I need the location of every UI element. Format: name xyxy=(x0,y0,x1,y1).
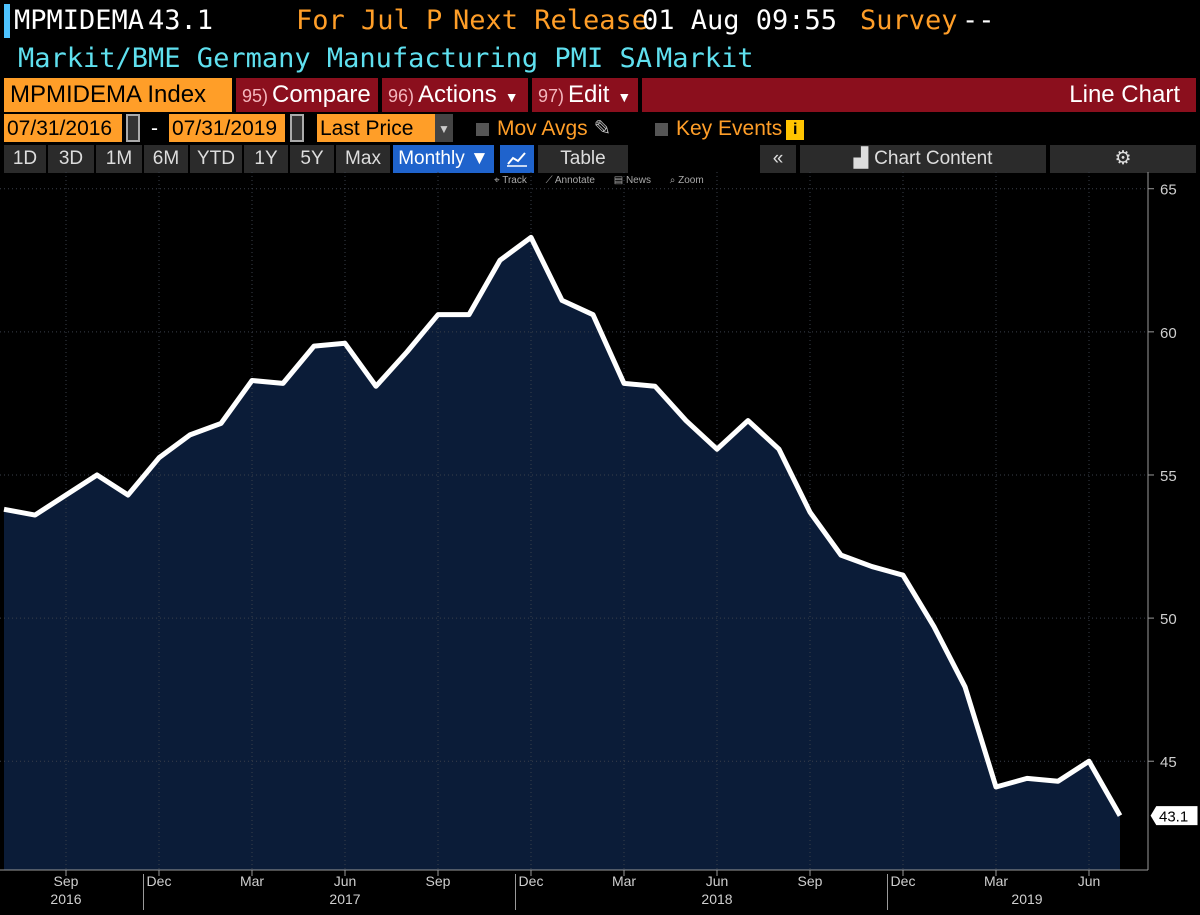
main-toolbar: MPMIDEMA Index 95) Compare 96) Actions ▼ 97… xyxy=(0,78,1200,112)
year-label: 2017 xyxy=(329,891,360,907)
y-tick-label: 45 xyxy=(1160,754,1177,771)
range-1y[interactable]: 1Y xyxy=(244,145,288,173)
chart-icon: ▟ xyxy=(853,148,869,169)
for-period: For Jul P xyxy=(296,5,443,36)
field-select[interactable]: Last Price xyxy=(317,114,435,142)
edit-button[interactable]: 97) Edit ▼ xyxy=(532,78,638,112)
calendar-icon[interactable] xyxy=(290,114,304,142)
key-events-toggle[interactable]: Key Events i xyxy=(655,114,805,142)
compare-label: Compare xyxy=(272,81,371,108)
chevron-down-icon: ▼ xyxy=(617,89,632,105)
range-max[interactable]: Max xyxy=(336,145,390,173)
chart-content-label: Chart Content xyxy=(874,148,993,169)
x-tick-label: Dec xyxy=(519,873,544,889)
next-release-label: Next Release xyxy=(453,5,649,36)
range-5y[interactable]: 5Y xyxy=(290,145,334,173)
edit-label: Edit xyxy=(568,81,610,108)
year-label: 2018 xyxy=(701,891,732,907)
x-tick-label: Jun xyxy=(706,873,729,889)
news-hint[interactable]: ▤ News xyxy=(613,175,651,186)
security-field[interactable]: MPMIDEMA Index xyxy=(4,78,232,112)
x-tick-label: Sep xyxy=(54,873,79,889)
security-header: MPMIDEMA 43.1 For Jul P Next Release 01 … xyxy=(0,0,1200,42)
y-tick-label: 50 xyxy=(1160,611,1177,628)
y-tick-label: 60 xyxy=(1160,325,1177,342)
survey-value: -- xyxy=(962,5,995,36)
annotate-hint[interactable]: ⟋ Annotate xyxy=(545,175,595,186)
x-tick-label: Dec xyxy=(891,873,916,889)
calendar-icon[interactable] xyxy=(126,114,140,142)
x-tick-label: Mar xyxy=(984,873,1008,889)
compare-number: 95) xyxy=(242,86,269,106)
checkbox-icon[interactable] xyxy=(476,123,489,136)
date-range-toolbar: 07/31/2016 - 07/31/2019 Last Price ▼ Mov… xyxy=(0,114,1200,144)
end-date-field[interactable]: 07/31/2019 xyxy=(169,114,285,142)
x-tick-label: Dec xyxy=(147,873,172,889)
year-label: 2016 xyxy=(50,891,81,907)
last-value-badge xyxy=(1149,805,1199,827)
key-events-label: Key Events xyxy=(676,117,783,140)
area-fill xyxy=(4,237,1120,870)
x-tick-label: Sep xyxy=(426,873,451,889)
start-date-field[interactable]: 07/31/2016 xyxy=(4,114,122,142)
zoom-hint[interactable]: ⌕ Zoom xyxy=(669,175,704,186)
data-source: Markit xyxy=(656,43,754,74)
last-value: 43.1 xyxy=(148,5,214,36)
header-accent-bar xyxy=(4,4,10,38)
pencil-icon[interactable]: ✎ xyxy=(593,117,612,140)
chart-content-button[interactable]: ▟ Chart Content xyxy=(800,145,1046,173)
frequency-select[interactable]: Monthly ▼ xyxy=(393,145,494,173)
range-1d[interactable]: 1D xyxy=(4,145,46,173)
line-chart-icon[interactable] xyxy=(500,145,534,173)
compare-button[interactable]: 95) Compare xyxy=(236,78,378,112)
x-tick-label: Sep xyxy=(798,873,823,889)
series-line xyxy=(3,234,1123,817)
actions-label: Actions xyxy=(418,81,497,108)
range-6m[interactable]: 6M xyxy=(144,145,188,173)
survey-label: Survey xyxy=(860,5,958,36)
security-description: Markit/BME Germany Manufacturing PMI SA xyxy=(18,43,652,74)
x-tick-label: Mar xyxy=(612,873,636,889)
year-label: 2019 xyxy=(1011,891,1042,907)
collapse-icon[interactable]: « xyxy=(760,145,796,173)
checkbox-icon[interactable] xyxy=(655,123,668,136)
chart-type-button[interactable]: Line Chart xyxy=(642,78,1196,112)
y-tick-label: 55 xyxy=(1160,468,1177,485)
x-tick-label: Jun xyxy=(334,873,357,889)
mov-avgs-toggle[interactable]: Mov Avgs ✎ xyxy=(476,114,611,142)
x-tick-label: Jun xyxy=(1078,873,1101,889)
actions-button[interactable]: 96) Actions ▼ xyxy=(382,78,528,112)
mov-avgs-label: Mov Avgs xyxy=(497,117,588,140)
date-separator: - xyxy=(151,117,158,140)
security-description-row: Markit/BME Germany Manufacturing PMI SA … xyxy=(0,42,1200,76)
range-toolbar: 1D 3D 1M 6M YTD 1Y 5Y Max Monthly ▼ Tabl… xyxy=(0,145,1200,173)
range-ytd[interactable]: YTD xyxy=(190,145,242,173)
pmi-line-chart[interactable]: 45 50 55 60 65 43.1 Sep Dec Mar Jun Sep Dec Mar Jun Se… xyxy=(0,172,1200,915)
chevron-down-icon: ▼ xyxy=(504,89,519,105)
chevron-down-icon[interactable]: ▼ xyxy=(435,114,453,142)
chart-tool-hints: ⌖ Track ⟋ Annotate ▤ News ⌕ Zoom xyxy=(494,175,720,186)
edit-number: 97) xyxy=(538,86,565,106)
y-tick-label: 65 xyxy=(1160,182,1177,199)
next-release-value: 01 Aug 09:55 xyxy=(642,5,838,36)
gear-icon[interactable]: ⚙ xyxy=(1050,145,1196,173)
actions-number: 96) xyxy=(388,86,415,106)
range-3d[interactable]: 3D xyxy=(48,145,94,173)
range-1m[interactable]: 1M xyxy=(96,145,142,173)
x-tick-label: Mar xyxy=(240,873,264,889)
ticker: MPMIDEMA xyxy=(14,5,145,36)
last-value-label: 43.1 xyxy=(1159,809,1188,826)
track-hint[interactable]: ⌖ Track xyxy=(494,175,527,186)
info-icon[interactable]: i xyxy=(786,120,805,140)
table-button[interactable]: Table xyxy=(538,145,628,173)
chart-type-label: Line Chart xyxy=(1069,81,1180,108)
